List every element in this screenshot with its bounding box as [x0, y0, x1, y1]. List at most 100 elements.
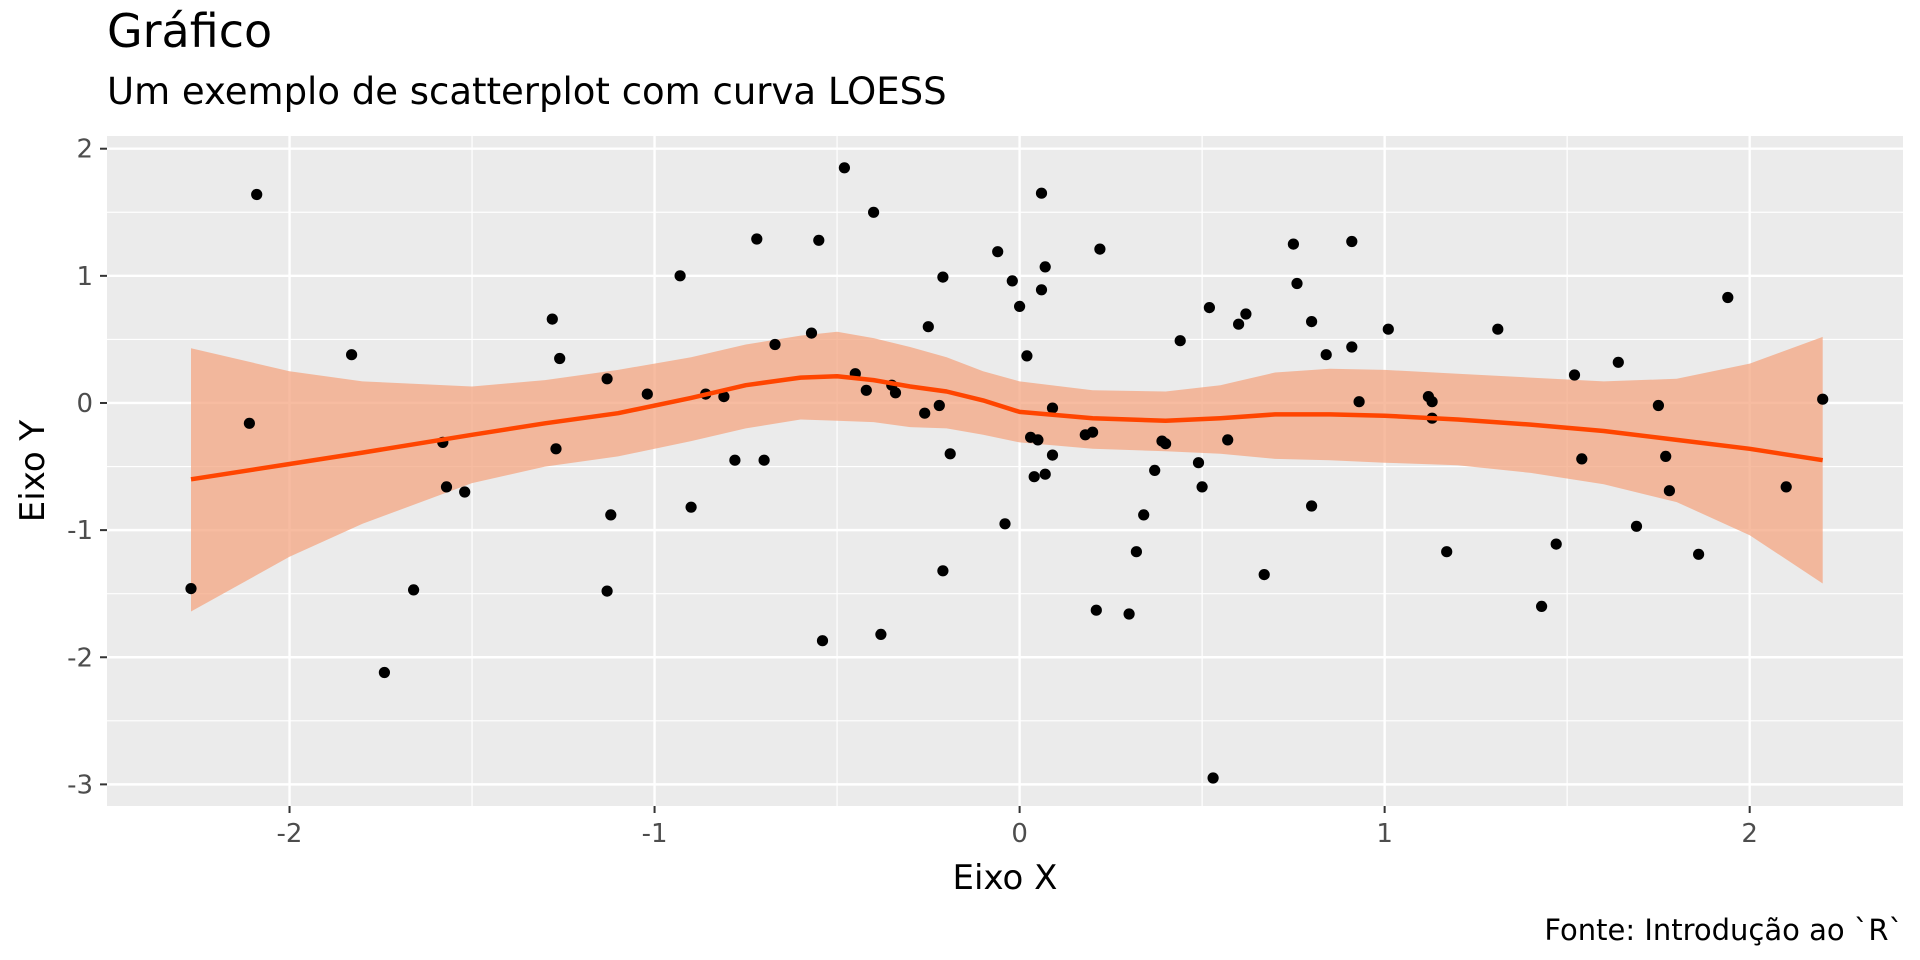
data-point [992, 246, 1004, 258]
y-tick-label: 2 [76, 135, 93, 165]
data-point [999, 518, 1011, 530]
data-point [751, 233, 763, 245]
data-point [674, 270, 686, 282]
scatter-points [185, 162, 1829, 784]
data-point [1192, 457, 1205, 469]
data-point [641, 388, 653, 400]
data-point [1287, 238, 1299, 250]
data-point [1353, 396, 1365, 408]
data-point [1550, 538, 1562, 550]
data-point [1021, 350, 1033, 362]
data-point [1817, 393, 1829, 405]
data-point [346, 349, 358, 361]
chart-subtitle: Um exemplo de scatterplot com curva LOES… [107, 70, 947, 113]
data-point [1660, 450, 1672, 462]
data-point [1382, 323, 1394, 335]
data-point [944, 448, 956, 460]
y-axis: 2 1 0 -1 -2 -3 [67, 135, 107, 800]
data-point [1536, 600, 1548, 613]
chart-caption: Fonte: Introdução ao `R` [1544, 913, 1903, 947]
data-point [459, 486, 471, 498]
data-point [601, 373, 613, 385]
y-axis-title: Eixo Y [13, 420, 53, 523]
data-point [546, 313, 558, 325]
data-point [1663, 485, 1675, 497]
data-point [1039, 261, 1051, 273]
data-point [605, 509, 617, 521]
data-point [1046, 402, 1059, 414]
data-point [805, 327, 818, 339]
data-point [1240, 308, 1252, 320]
data-point [251, 188, 263, 201]
data-point [1014, 300, 1026, 312]
data-point [1123, 608, 1135, 620]
data-point [378, 666, 390, 679]
data-point [1046, 449, 1059, 461]
data-point [922, 321, 934, 333]
y-tick-label: -1 [67, 516, 93, 546]
data-point [1032, 434, 1044, 446]
data-point [1233, 318, 1245, 330]
data-point [685, 501, 697, 513]
data-point [875, 628, 887, 641]
data-point [1222, 434, 1234, 446]
data-point [1492, 323, 1504, 335]
data-point [1780, 481, 1792, 493]
chart-title: Gráfico [107, 4, 272, 58]
data-point [838, 162, 851, 174]
data-point [1630, 520, 1643, 532]
data-point [868, 206, 880, 218]
loess-curve [190, 374, 1824, 482]
data-point [440, 481, 453, 493]
data-point [1258, 569, 1270, 581]
data-point [718, 391, 730, 403]
data-point [937, 271, 949, 283]
x-tick-label: 0 [1011, 819, 1028, 849]
data-point [769, 338, 781, 351]
y-tick-label: -3 [67, 770, 93, 800]
x-axis: -2 -1 0 1 2 [277, 806, 1758, 849]
data-point [1306, 316, 1318, 328]
data-point [889, 387, 902, 399]
data-point [601, 585, 613, 597]
data-point [1174, 335, 1186, 347]
data-point [1006, 275, 1018, 287]
data-point [1291, 277, 1303, 290]
data-point [1138, 509, 1150, 521]
data-point [1087, 426, 1099, 438]
data-point [1568, 369, 1581, 381]
data-point [1035, 284, 1048, 296]
data-point [933, 399, 945, 412]
data-point [1207, 772, 1219, 784]
data-point [1130, 546, 1142, 558]
y-tick-label: -2 [67, 643, 93, 673]
data-point [1090, 604, 1102, 616]
data-point [1203, 302, 1215, 314]
y-tick-label: 0 [76, 389, 93, 419]
data-point [813, 234, 825, 246]
data-point [729, 454, 741, 466]
data-point [919, 407, 931, 419]
data-point [1320, 349, 1332, 361]
data-point [554, 352, 566, 365]
x-tick-label: 1 [1376, 819, 1393, 849]
x-tick-label: -1 [642, 819, 668, 849]
data-point [1722, 291, 1734, 304]
data-point [1039, 468, 1051, 480]
data-point [1693, 548, 1705, 560]
data-point [1612, 356, 1624, 368]
data-point [1346, 341, 1358, 353]
data-point [1652, 399, 1664, 412]
data-point [860, 384, 872, 396]
data-point [1149, 464, 1161, 476]
data-point [1094, 243, 1106, 255]
confidence-ribbon [191, 331, 1823, 612]
data-point [1028, 471, 1040, 483]
data-point [1306, 500, 1318, 512]
data-point [1441, 546, 1453, 558]
data-point [758, 454, 770, 466]
data-point [816, 635, 829, 647]
data-point [1160, 438, 1172, 450]
plot-panel [107, 136, 1903, 806]
